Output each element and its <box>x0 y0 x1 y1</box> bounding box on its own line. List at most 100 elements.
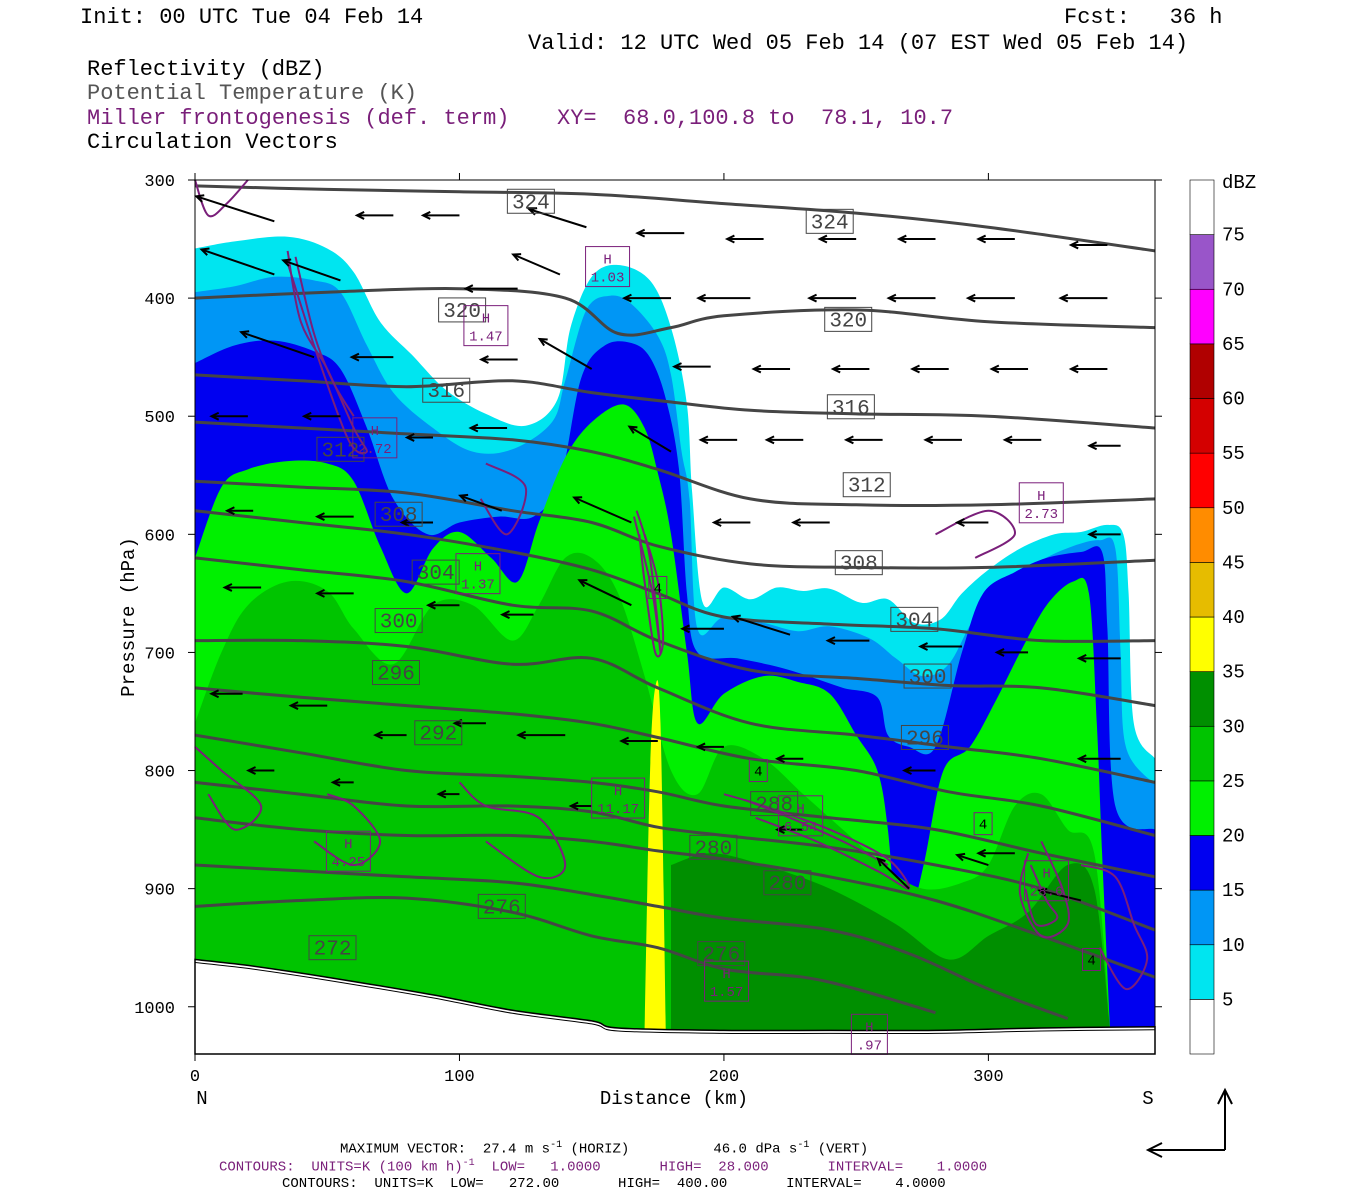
terrain-surface <box>194 958 1156 1055</box>
colorbar-tick-label: 35 <box>1222 662 1245 684</box>
frontogenesis-contour-label: 4 <box>973 812 993 836</box>
potential-temperature-contours <box>194 184 1156 1021</box>
circulation-vector <box>404 433 434 442</box>
frontogenesis-high: H 28.6 <box>1024 860 1070 902</box>
x-tick-label: 200 <box>709 1068 740 1087</box>
circulation-vector <box>246 766 275 775</box>
circulation-vector <box>901 766 936 775</box>
circulation-vector <box>954 852 989 866</box>
frontogenesis-high-marker: H <box>603 253 611 269</box>
colorbar-tick-label: 15 <box>1222 880 1245 902</box>
legend-frontogenesis: Miller frontogenesis (def. term) <box>87 106 510 131</box>
circulation-vector <box>896 234 936 244</box>
circulation-vector <box>1037 887 1082 902</box>
circulation-vector <box>537 337 593 370</box>
frontogenesis-high: H .97 <box>850 1013 888 1055</box>
theta-contour-info: CONTOURS: UNITS=K LOW= 272.00 HIGH= 400.… <box>282 1176 946 1192</box>
theta-label: 300 <box>374 608 423 635</box>
circulation-vector <box>1068 240 1108 250</box>
theta-label-text: 280 <box>768 874 806 897</box>
circulation-vector <box>288 701 328 710</box>
circulation-vector <box>764 435 804 445</box>
frontogenesis-contour <box>638 534 665 658</box>
circulation-vector <box>436 789 460 799</box>
colorbar-tick-label: 65 <box>1222 334 1245 356</box>
theta-contour-284 <box>194 780 1156 932</box>
frontogenesis-contour-label-text: 4 <box>654 581 662 597</box>
circulation-vector <box>791 518 830 527</box>
theta-contour-312 <box>194 420 1156 508</box>
circulation-vector <box>1068 364 1108 374</box>
circulation-vector <box>954 518 989 527</box>
x-tick-label: 0 <box>190 1068 200 1087</box>
frontogenesis-high-marker: H <box>722 967 730 983</box>
frontogenesis-high-marker: H <box>1042 867 1050 883</box>
frontogenesis-high-value: 11.17 <box>597 802 639 818</box>
y-tick-label: 600 <box>144 527 175 546</box>
theta-label-text: 272 <box>314 939 352 962</box>
theta-label-text: 280 <box>694 838 732 861</box>
frontogenesis-high-marker: H <box>796 802 804 818</box>
frontogenesis-contour <box>458 781 567 880</box>
circulation-vector <box>830 364 870 374</box>
frontogenesis-contour <box>479 462 528 536</box>
theta-label-text: 320 <box>443 301 481 324</box>
colorbar-swatch <box>1189 944 1215 1000</box>
theta-label: 300 <box>903 663 952 690</box>
theta-label: 276 <box>477 893 526 920</box>
frontogenesis-contour-info: CONTOURS: UNITS=K (100 km h)-1 LOW= 1.00… <box>219 1159 987 1175</box>
theta-contour-308 <box>194 479 1156 570</box>
colorbar-tick-label: 55 <box>1222 443 1245 465</box>
circulation-vector <box>965 293 1015 303</box>
frontogenesis-high-marker: H <box>1037 489 1045 505</box>
circulation-vector <box>373 730 407 740</box>
frontogenesis-high: H 6.54 <box>778 795 824 837</box>
circulation-vector <box>807 293 857 303</box>
frontogenesis-high: H 1.47 <box>463 305 509 347</box>
circulation-vector <box>774 825 804 834</box>
theta-label-text: 304 <box>895 610 933 633</box>
frontogenesis-contour <box>723 793 911 890</box>
y-tick-label: 900 <box>144 882 175 901</box>
colorbar-swatch <box>1189 507 1215 563</box>
legend-potential-temperature: Potential Temperature (K) <box>87 81 418 106</box>
circulation-vector <box>209 689 243 699</box>
frontogenesis-high: H 11.17 <box>591 777 646 819</box>
max-vector-label: MAXIMUM VECTOR: <box>340 1141 467 1158</box>
theta-label-text: 300 <box>380 612 418 635</box>
colorbar-swatch <box>1189 288 1215 345</box>
circulation-vector <box>994 648 1029 657</box>
theta-label: 304 <box>411 559 460 586</box>
distance-axis: 0 100 200 300 <box>190 173 1004 1087</box>
colorbar-tick-label: 70 <box>1222 279 1245 301</box>
colorbar-swatch <box>1189 343 1215 399</box>
circulation-vector <box>751 364 791 374</box>
colorbar-tick-label: 50 <box>1222 498 1245 520</box>
colorbar-tick-label: 45 <box>1222 552 1245 574</box>
circulation-vector <box>976 234 1015 244</box>
circulation-vector <box>463 284 518 294</box>
circulation-vector <box>843 435 883 445</box>
theta-label-text: 308 <box>840 554 878 577</box>
circulation-vector <box>672 362 711 371</box>
circulation-vector <box>635 228 685 238</box>
frontogenesis-high: H 1.03 <box>585 246 631 288</box>
x-tick-label: 100 <box>444 1068 475 1087</box>
theta-label: 316 <box>422 377 471 404</box>
frontogenesis-high-value: .97 <box>857 1038 882 1054</box>
frontogenesis-contour-label: 4 <box>648 575 668 599</box>
colorbar-swatch <box>1189 616 1215 672</box>
circulation-vector <box>478 355 518 364</box>
max-horizontal-exponent: -1 <box>550 1140 563 1151</box>
theta-contour-324 <box>194 184 1156 253</box>
circulation-vector <box>627 425 672 453</box>
colorbar-tick-label: 40 <box>1222 607 1245 629</box>
circulation-vector <box>301 411 341 421</box>
circulation-vector <box>516 730 566 740</box>
circulation-vector <box>886 293 936 303</box>
circulation-vector <box>511 253 561 276</box>
circulation-vector <box>1058 293 1108 303</box>
theta-label-text: 324 <box>512 192 550 215</box>
reflectivity-fill-30 <box>671 853 1110 1054</box>
frontogenesis-contour <box>744 799 889 866</box>
